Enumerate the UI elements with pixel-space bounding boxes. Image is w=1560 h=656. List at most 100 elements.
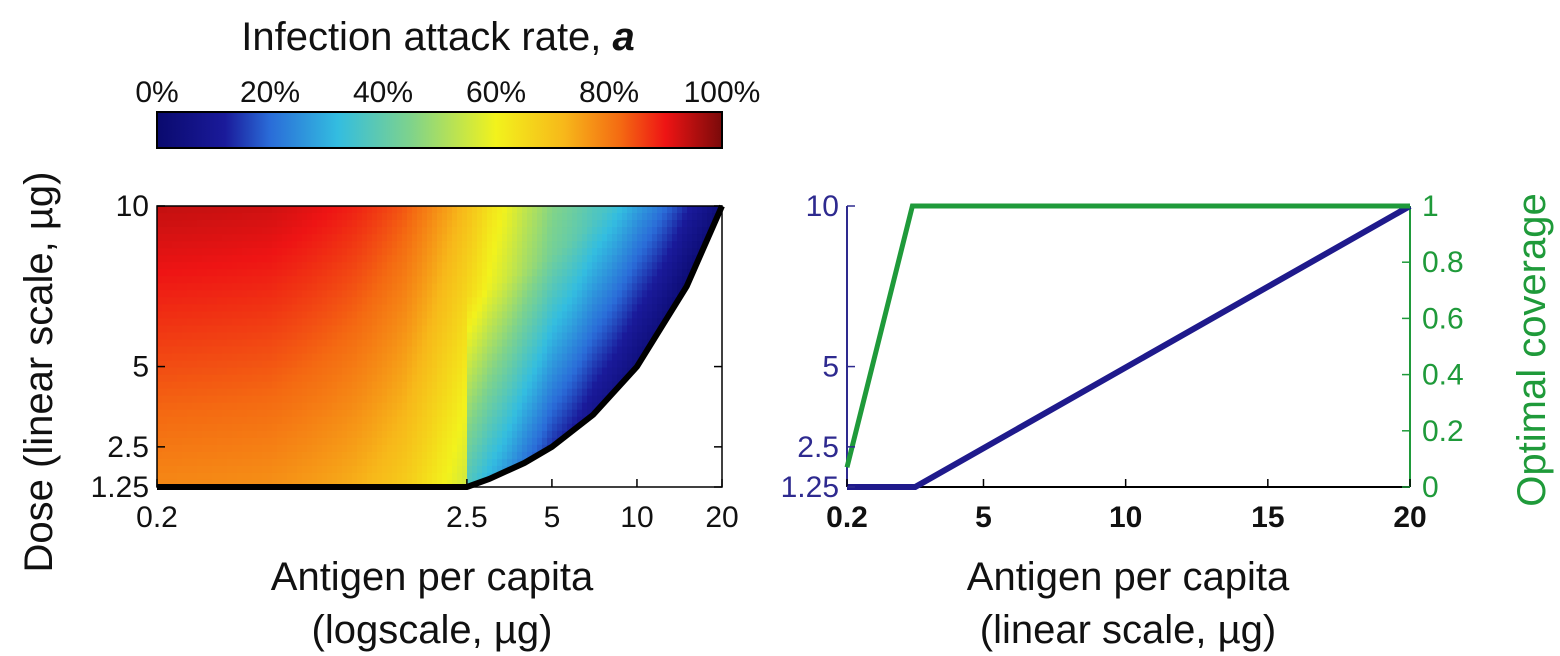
heatmap-cell — [227, 402, 233, 411]
heatmap-cell — [352, 269, 358, 278]
heatmap-cell — [457, 234, 463, 242]
heatmap-cell — [192, 234, 198, 242]
heatmap-cell — [537, 332, 543, 341]
heatmap-cell — [457, 458, 463, 467]
heatmap-cell — [277, 479, 283, 487]
heatmap-cell — [562, 248, 568, 256]
heatmap-cell — [602, 325, 608, 334]
heatmap-cell — [227, 304, 233, 313]
heatmap-cell — [312, 353, 318, 362]
heatmap-cell — [242, 353, 248, 362]
heatmap-cell — [347, 458, 353, 467]
heatmap-cell — [207, 325, 213, 334]
heatmap-cell — [332, 304, 338, 313]
heatmap-cell — [477, 276, 483, 285]
heatmap-cell — [477, 402, 483, 411]
heatmap-cell — [157, 416, 163, 425]
heatmap-cell — [197, 262, 203, 271]
heatmap-cell — [182, 360, 188, 369]
heatmap-cell — [612, 360, 618, 369]
heatmap-cell — [497, 290, 503, 299]
heatmap-cell — [647, 276, 653, 285]
heatmap-cell — [617, 248, 623, 256]
heatmap-cell — [657, 297, 663, 306]
line-xlabel-line2: (linear scale, µg) — [980, 608, 1276, 652]
heatmap-cell — [457, 465, 463, 474]
heatmap-cell — [502, 262, 508, 271]
heatmap-cell — [197, 227, 203, 235]
heatmap-cell — [437, 437, 443, 446]
heatmap-cell — [507, 346, 513, 355]
heatmap-cell — [527, 374, 533, 383]
heatmap-cell — [367, 227, 373, 235]
heatmap-cell — [282, 227, 288, 235]
heatmap-cell — [172, 248, 178, 256]
heatmap-cell — [307, 388, 313, 397]
heatmap-cell — [472, 353, 478, 362]
heatmap-cell — [687, 248, 693, 256]
heatmap-cell — [417, 458, 423, 467]
heatmap-cell — [397, 318, 403, 327]
heatmap-cell — [192, 381, 198, 390]
heatmap-cell — [517, 241, 523, 249]
heatmap-cell — [447, 472, 453, 481]
heatmap-cell — [242, 465, 248, 474]
heatmap-cell — [562, 332, 568, 341]
heatmap-cell — [417, 416, 423, 425]
heatmap-cell — [482, 437, 488, 446]
heatmap-cell — [257, 472, 263, 481]
heatmap-cell — [377, 283, 383, 292]
heatmap-cell — [277, 353, 283, 362]
heatmap-cell — [397, 353, 403, 362]
heatmap-cell — [302, 339, 308, 348]
heatmap-cell — [557, 255, 563, 264]
heatmap-cell — [362, 367, 368, 376]
heatmap-cell — [402, 416, 408, 425]
heatmap-cell — [262, 479, 268, 487]
heatmap-cell — [442, 423, 448, 432]
heatmap-cell — [447, 276, 453, 285]
heatmap-cell — [327, 360, 333, 369]
heatmap-cell — [412, 325, 418, 334]
heatmap-cell — [162, 374, 168, 383]
heatmap-cell — [252, 381, 258, 390]
heatmap-cell — [477, 283, 483, 292]
heatmap-cell — [342, 374, 348, 383]
heatmap-cell — [427, 227, 433, 235]
heatmap-cell — [257, 465, 263, 474]
heatmap-cell — [577, 269, 583, 278]
heatmap-cell — [267, 402, 273, 411]
heatmap-cell — [172, 423, 178, 432]
heatmap-cell — [302, 437, 308, 446]
heatmap-cell — [567, 269, 573, 278]
heatmap-cell — [602, 388, 608, 397]
heatmap-cell — [392, 283, 398, 292]
heatmap-cell — [462, 339, 468, 348]
heatmap-cell — [167, 241, 173, 249]
heatmap-cell — [177, 297, 183, 306]
heatmap-cell — [297, 318, 303, 327]
heatmap-cell — [662, 304, 668, 313]
heatmap-cell — [207, 262, 213, 271]
heatmap-cell — [552, 220, 558, 228]
heatmap-cell — [432, 255, 438, 264]
heatmap-cell — [522, 213, 528, 221]
heatmap-cell — [262, 262, 268, 271]
heatmap-cell — [527, 234, 533, 242]
heatmap-cell — [267, 227, 273, 235]
heatmap-cell — [457, 430, 463, 439]
heatmap-cell — [482, 458, 488, 467]
heatmap-cell — [217, 353, 223, 362]
heatmap-cell — [482, 332, 488, 341]
heatmap-cell — [562, 304, 568, 313]
heatmap-cell — [282, 374, 288, 383]
heatmap-cell — [162, 395, 168, 404]
heatmap-cell — [402, 206, 408, 214]
heatmap-cell — [452, 206, 458, 214]
heatmap-cell — [587, 325, 593, 334]
heatmap-cell — [597, 339, 603, 348]
heatmap-cell — [322, 472, 328, 481]
heatmap-cell — [452, 311, 458, 320]
heatmap-cell — [627, 227, 633, 235]
